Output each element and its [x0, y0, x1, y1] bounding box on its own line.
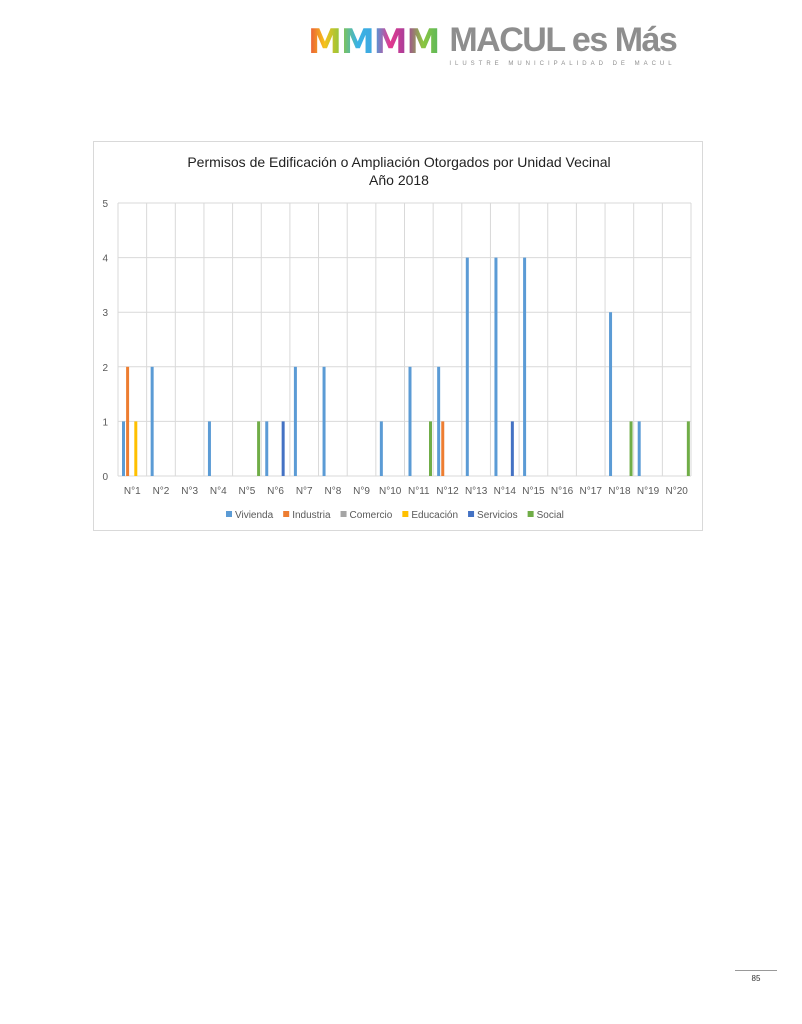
legend-label: Vivienda: [235, 510, 274, 521]
legend-swatch: [226, 511, 232, 517]
x-tick-label: N°11: [408, 486, 430, 497]
legend-label: Servicios: [477, 510, 518, 521]
bar-vivienda: [523, 257, 527, 476]
x-tick-label: N°15: [522, 486, 545, 497]
x-tick-label: N°12: [436, 486, 459, 497]
bar-vivienda: [322, 366, 326, 476]
legend-swatch: [283, 511, 290, 517]
x-tick-label: N°17: [580, 486, 603, 497]
logo-mark: MMMM: [308, 22, 440, 62]
bar-vivienda: [122, 421, 125, 476]
x-tick-label: N°13: [465, 486, 488, 497]
y-tick-label: 1: [102, 417, 108, 428]
x-tick-label: N°16: [551, 486, 574, 497]
bar-vivienda: [494, 257, 498, 476]
bar-vivienda: [437, 366, 441, 476]
y-tick-label: 2: [102, 363, 108, 374]
x-tick-label: N°5: [239, 486, 256, 497]
bar-industria: [441, 421, 445, 476]
bar-educación: [134, 421, 138, 476]
page-number: 85: [735, 970, 777, 983]
legend-swatch: [527, 511, 534, 517]
x-tick-label: N°1: [124, 486, 141, 497]
bar-vivienda: [465, 257, 469, 476]
bar-chart: Permisos de Edificación o Ampliación Oto…: [102, 154, 692, 521]
bar-vivienda: [637, 421, 641, 476]
legend-label: Educación: [411, 510, 458, 521]
bar-vivienda: [150, 366, 154, 476]
bar-servicios: [281, 421, 285, 476]
legend-swatch: [402, 511, 409, 517]
bar-servicios: [510, 421, 514, 476]
x-tick-label: N°3: [181, 486, 198, 497]
bar-vivienda: [379, 421, 383, 476]
x-tick-label: N°19: [637, 486, 660, 497]
bar-vivienda: [265, 421, 269, 476]
logo-subtitle: ILUSTRE MUNICIPALIDAD DE MACUL: [449, 61, 676, 67]
x-tick-label: N°9: [353, 486, 370, 497]
y-tick-label: 5: [102, 199, 108, 210]
bar-social: [686, 421, 690, 476]
bar-social: [257, 421, 261, 476]
x-tick-label: N°10: [379, 486, 402, 497]
bar-social: [629, 421, 633, 476]
x-tick-label: N°4: [210, 486, 227, 497]
legend-swatch: [468, 511, 475, 517]
legend-label: Social: [537, 510, 564, 521]
bar-vivienda: [609, 312, 613, 476]
macul-logo: MMMM MACUL es Más ILUSTRE MUNICIPALIDAD …: [308, 21, 678, 68]
bar-social: [429, 421, 432, 476]
x-tick-label: N°18: [608, 486, 631, 497]
y-tick-label: 0: [102, 472, 108, 483]
x-tick-label: N°6: [267, 486, 284, 497]
x-tick-label: N°7: [296, 486, 313, 497]
bar-vivienda: [408, 366, 412, 476]
bar-vivienda: [293, 366, 297, 476]
legend-label: Industria: [292, 510, 331, 521]
logo-text-block: MACUL es Más ILUSTRE MUNICIPALIDAD DE MA…: [449, 21, 678, 68]
legend-label: Comercio: [350, 510, 393, 521]
x-tick-label: N°14: [494, 486, 517, 497]
bar-industria: [126, 366, 130, 476]
x-tick-label: N°2: [153, 486, 170, 497]
logo-text: MACUL es Más: [449, 21, 678, 59]
y-tick-label: 3: [102, 308, 108, 319]
x-tick-label: N°20: [666, 486, 689, 497]
y-tick-label: 4: [102, 254, 108, 265]
x-tick-label: N°8: [324, 486, 341, 497]
chart-frame: Permisos de Edificación o Ampliación Oto…: [93, 141, 703, 531]
chart-subtitle: Año 2018: [369, 172, 429, 188]
bar-vivienda: [207, 421, 211, 476]
legend-swatch: [340, 511, 347, 517]
chart-title: Permisos de Edificación o Ampliación Oto…: [187, 154, 610, 170]
